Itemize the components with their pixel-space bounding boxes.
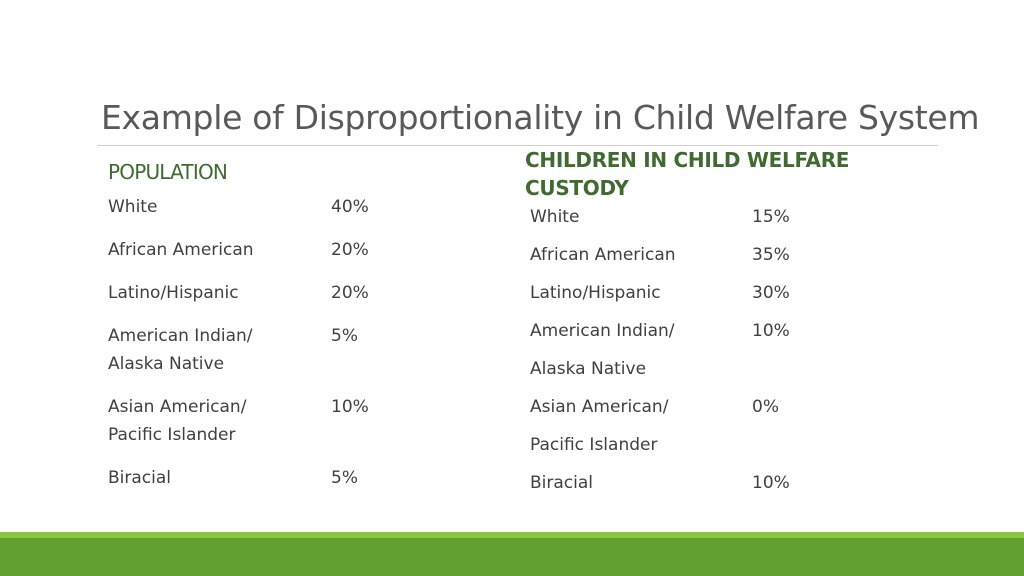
- custody-value-american-indian: 10%: [752, 321, 790, 341]
- population-label-asian-american-line2: Pacific Islander: [108, 425, 236, 445]
- custody-label-african-american: African American: [530, 245, 676, 265]
- population-label-latino-hispanic: Latino/Hispanic: [108, 283, 239, 303]
- custody-heading-line1: CHILDREN IN CHILD WELFARE: [525, 148, 850, 172]
- population-label-asian-american-line1: Asian American/: [108, 397, 247, 417]
- custody-label-asian-american-line1: Asian American/: [530, 397, 669, 417]
- custody-label-asian-american-line2: Pacific Islander: [530, 435, 658, 455]
- custody-label-white: White: [530, 207, 580, 227]
- custody-label-latino-hispanic: Latino/Hispanic: [530, 283, 661, 303]
- custody-heading: CHILDREN IN CHILD WELFARE CUSTODY: [525, 146, 849, 202]
- custody-value-asian-american: 0%: [752, 397, 779, 417]
- population-label-american-indian-line1: American Indian/: [108, 326, 253, 346]
- population-label-biracial: Biracial: [108, 468, 172, 488]
- population-heading: POPULATION: [108, 160, 228, 184]
- custody-label-biracial: Biracial: [530, 473, 594, 493]
- population-label-white: White: [108, 197, 158, 217]
- population-value-latino-hispanic: 20%: [331, 283, 369, 303]
- population-label-american-indian-line2: Alaska Native: [108, 354, 225, 374]
- footer-accent-bar: [0, 532, 1024, 538]
- population-value-biracial: 5%: [331, 468, 358, 488]
- custody-value-white: 15%: [752, 207, 790, 227]
- slide-title: Example of Disproportionality in Child W…: [101, 98, 980, 137]
- custody-label-american-indian-line1: American Indian/: [530, 321, 675, 341]
- custody-heading-line2: CUSTODY: [525, 176, 629, 200]
- custody-value-biracial: 10%: [752, 473, 790, 493]
- population-value-african-american: 20%: [331, 240, 369, 260]
- footer-bar: [0, 538, 1024, 576]
- title-divider: [97, 145, 938, 146]
- custody-value-african-american: 35%: [752, 245, 790, 265]
- population-value-asian-american: 10%: [331, 397, 369, 417]
- population-label-african-american: African American: [108, 240, 254, 260]
- population-value-white: 40%: [331, 197, 369, 217]
- custody-value-latino-hispanic: 30%: [752, 283, 790, 303]
- custody-label-american-indian-line2: Alaska Native: [530, 359, 647, 379]
- population-value-american-indian: 5%: [331, 326, 358, 346]
